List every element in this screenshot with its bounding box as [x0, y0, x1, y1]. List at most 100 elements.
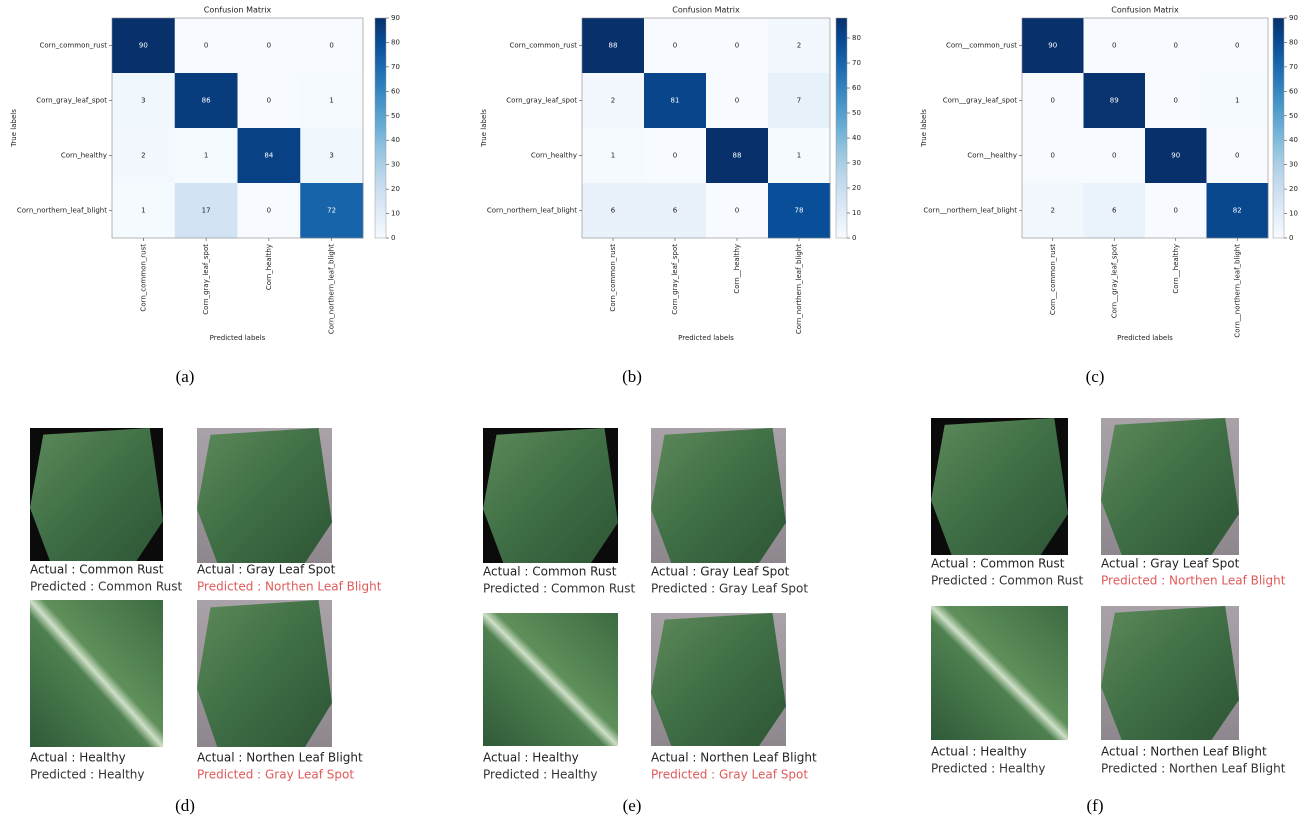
y-tick-label: Corn__gray_leaf_spot	[943, 97, 1017, 105]
colorbar-tick-label: 40	[1289, 136, 1298, 144]
actual-label: Actual : Northen Leaf Blight	[651, 751, 817, 765]
cell-label: 1	[797, 152, 801, 160]
cell-label: 90	[139, 42, 148, 50]
panel-caption: (a)	[176, 367, 195, 386]
colorbar-tick-label: 20	[391, 185, 400, 193]
cell-label: 1	[611, 152, 615, 160]
y-tick-label: Corn_northern_leaf_blight	[487, 207, 577, 215]
leaf-image	[483, 613, 618, 746]
cell-label: 3	[329, 152, 333, 160]
x-tick-label: Corn_healthy	[265, 244, 273, 290]
colorbar-tick-label: 10	[1289, 210, 1298, 218]
x-tick-label: Corn_gray_leaf_spot	[671, 244, 679, 315]
colorbar-tick-label: 40	[852, 134, 861, 142]
cell-label: 0	[1174, 207, 1178, 215]
cell-label: 86	[202, 97, 211, 105]
actual-label: Actual : Northen Leaf Blight	[1101, 745, 1267, 759]
colorbar-tick-label: 50	[391, 112, 400, 120]
colorbar-tick-label: 10	[391, 210, 400, 218]
leaf-image	[931, 418, 1068, 555]
cell-label: 0	[735, 42, 739, 50]
y-tick-label: Corn__healthy	[967, 152, 1017, 160]
colorbar-tick-label: 70	[1289, 63, 1298, 71]
cell-label: 6	[1112, 207, 1117, 215]
panel-caption: (b)	[622, 367, 642, 386]
predicted-label: Predicted : Common Rust	[483, 582, 636, 596]
x-tick-label: Corn__northern_leaf_blight	[1233, 244, 1241, 338]
y-tick-label: Corn__common_rust	[946, 42, 1017, 50]
cell-label: 0	[1051, 152, 1055, 160]
cell-label: 0	[1112, 152, 1116, 160]
cell-label: 78	[795, 207, 804, 215]
colorbar-tick-label: 0	[852, 234, 856, 242]
x-tick-label: Corn_northern_leaf_blight	[328, 244, 336, 334]
leaf-image	[197, 600, 332, 747]
y-tick-label: Corn_gray_leaf_spot	[36, 97, 107, 105]
actual-label: Actual : Common Rust	[931, 557, 1065, 571]
cell-label: 0	[673, 152, 677, 160]
cell-label: 2	[1051, 207, 1055, 215]
cell-label: 0	[735, 207, 739, 215]
colorbar-tick-label: 90	[391, 14, 400, 22]
actual-label: Actual : Gray Leaf Spot	[197, 563, 336, 577]
predicted-label: Predicted : Northen Leaf Blight	[1101, 574, 1286, 588]
colorbar-tick-label: 40	[391, 136, 400, 144]
y-axis-label: True labels	[10, 109, 18, 148]
cell-label: 89	[1110, 97, 1119, 105]
colorbar	[375, 18, 386, 238]
leaf-image	[30, 428, 163, 561]
cell-label: 0	[1174, 42, 1178, 50]
cell-label: 72	[327, 207, 336, 215]
cell-label: 0	[1235, 42, 1239, 50]
colorbar-tick-label: 80	[852, 34, 861, 42]
predicted-label: Predicted : Common Rust	[30, 580, 183, 594]
cell-label: 88	[733, 152, 742, 160]
cell-label: 6	[611, 207, 616, 215]
cell-label: 1	[141, 207, 145, 215]
cell-label: 7	[797, 97, 801, 105]
x-axis-label: Predicted labels	[678, 334, 734, 342]
x-axis-label: Predicted labels	[1117, 334, 1173, 342]
colorbar-tick-label: 10	[852, 209, 861, 217]
colorbar	[836, 18, 847, 238]
colorbar-tick-label: 80	[391, 38, 400, 46]
cell-label: 0	[1235, 152, 1239, 160]
predicted-label: Predicted : Gray Leaf Spot	[197, 768, 354, 782]
cell-label: 2	[797, 42, 801, 50]
x-tick-label: Corn__healthy	[733, 244, 741, 294]
actual-label: Actual : Common Rust	[30, 563, 164, 577]
actual-label: Actual : Gray Leaf Spot	[651, 565, 790, 579]
colorbar-tick-label: 50	[1289, 112, 1298, 120]
panel-caption: (c)	[1086, 367, 1105, 386]
colorbar-tick-label: 60	[391, 87, 400, 95]
y-tick-label: Corn_common_rust	[39, 42, 107, 50]
chart-title: Confusion Matrix	[672, 6, 740, 15]
x-tick-label: Corn_common_rust	[139, 244, 147, 312]
cell-label: 0	[1112, 42, 1116, 50]
panel-caption: (d)	[175, 796, 195, 815]
page: {"chart_data": [ {"type": "heatmap", "ti…	[0, 0, 1311, 820]
cell-label: 0	[267, 97, 271, 105]
cell-label: 1	[329, 97, 333, 105]
cell-label: 1	[204, 152, 208, 160]
colorbar-tick-label: 30	[1289, 161, 1298, 169]
x-tick-label: Corn__healthy	[1172, 244, 1180, 294]
cell-label: 90	[1048, 42, 1057, 50]
colorbar	[1273, 18, 1284, 238]
chart-title: Confusion Matrix	[1111, 6, 1179, 15]
colorbar-tick-label: 80	[1289, 38, 1298, 46]
cell-label: 84	[264, 152, 273, 160]
predicted-label: Predicted : Gray Leaf Spot	[651, 582, 808, 596]
cell-label: 2	[141, 152, 145, 160]
cell-label: 1	[1235, 97, 1239, 105]
actual-label: Actual : Northen Leaf Blight	[197, 751, 363, 765]
cell-label: 0	[1174, 97, 1178, 105]
cell-label: 0	[267, 42, 271, 50]
y-tick-label: Corn__northern_leaf_blight	[923, 207, 1017, 215]
leaf-image	[197, 428, 332, 563]
predicted-label: Predicted : Gray Leaf Spot	[651, 768, 808, 782]
y-tick-label: Corn_gray_leaf_spot	[506, 97, 577, 105]
y-axis-label: True labels	[920, 109, 928, 148]
leaf-image	[651, 613, 786, 746]
chart-title: Confusion Matrix	[204, 6, 272, 15]
